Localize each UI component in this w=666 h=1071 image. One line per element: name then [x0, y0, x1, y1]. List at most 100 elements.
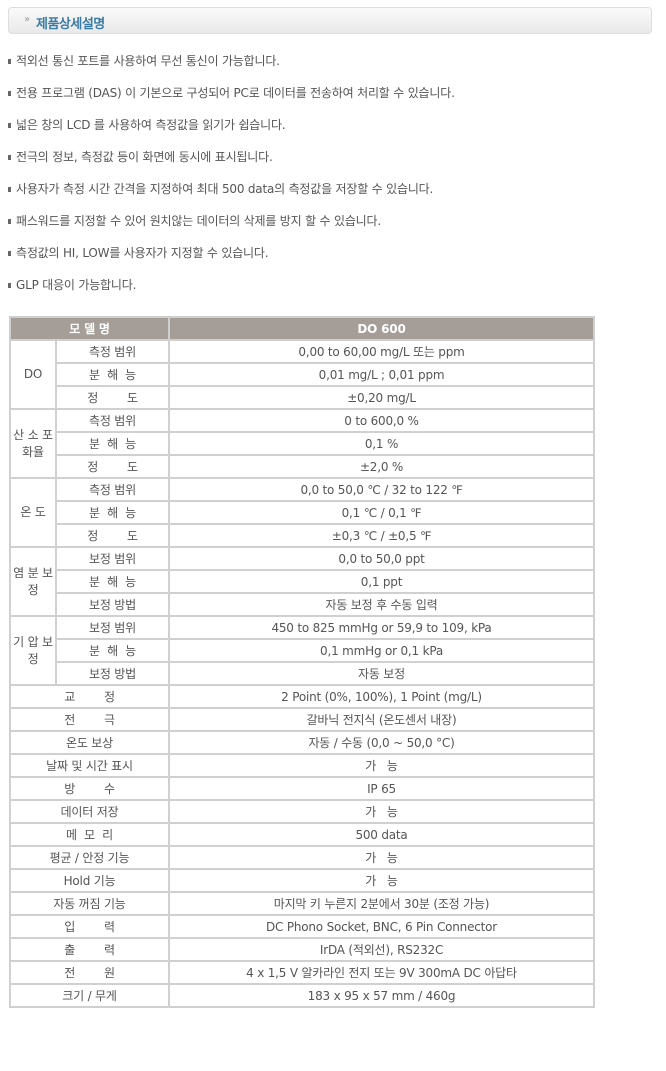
feature-item: 측정값의 HI, LOW를 사용자가 지정할 수 있습니다. — [8, 245, 455, 277]
bullet-icon — [8, 123, 11, 128]
header-model-value: DO 600 — [168, 316, 596, 341]
table-row: 정 도 ±0,3 ℃ / ±0,5 ℉ — [10, 523, 596, 548]
row-value: 4 x 1,5 V 알카라인 전지 또는 9V 300mA DC 아답타 — [168, 960, 596, 985]
row-value: 0,1 ppt — [168, 569, 596, 594]
row-value: 자동 보정 후 수동 입력 — [168, 592, 596, 617]
feature-text: 전극의 정보, 측정값 등이 화면에 동시에 표시됩니다. — [16, 150, 273, 164]
feature-text: 사용자가 측정 시간 간격을 지정하여 최대 500 data의 측정값을 저장… — [16, 182, 434, 196]
row-label: 온도 보상 — [8, 730, 171, 755]
row-value: ±2,0 % — [168, 454, 596, 479]
row-value: 2 Point (0%, 100%), 1 Point (mg/L) — [168, 684, 596, 709]
table-row: 보정 방법 자동 보정 후 수동 입력 — [10, 592, 596, 617]
row-value: 500 data — [168, 822, 596, 847]
table-row: 온도 보상 자동 / 수동 (0,0 ~ 50,0 °C) — [8, 730, 596, 755]
row-label: 크기 / 무게 — [8, 983, 171, 1008]
feature-text: 측정값의 HI, LOW를 사용자가 지정할 수 있습니다. — [16, 246, 269, 260]
row-value: 마지막 키 누른지 2분에서 30분 (조정 가능) — [168, 891, 596, 916]
section-header: » 제품상세설명 — [8, 7, 652, 34]
row-label: 입 력 — [8, 914, 171, 939]
feature-text: 패스워드를 지정할 수 있어 원치않는 데이터의 삭제를 방지 할 수 있습니다… — [16, 214, 381, 228]
table-row: 방 수 IP 65 — [8, 776, 596, 801]
feature-text: 넓은 창의 LCD 를 사용하여 측정값을 읽기가 쉽습니다. — [16, 118, 286, 132]
row-label: 보정 범위 — [54, 546, 171, 571]
table-row: 크기 / 무게 183 x 95 x 57 mm / 460g — [8, 983, 596, 1008]
row-label: 메 모 리 — [8, 822, 171, 847]
row-group-label: 기 압 보 정 — [9, 615, 57, 686]
table-row: 분 해 능 0,01 mg/L ; 0,01 ppm — [10, 362, 596, 387]
row-label: 보정 방법 — [54, 592, 171, 617]
row-group-label: 온 도 — [9, 477, 57, 548]
row-value: ±0,3 ℃ / ±0,5 ℉ — [168, 523, 596, 548]
row-label: 자동 꺼짐 기능 — [8, 891, 171, 916]
table-row: 분 해 능 0,1 ppt — [10, 569, 596, 594]
row-label: 분 해 능 — [54, 638, 171, 663]
row-value: 자동 / 수동 (0,0 ~ 50,0 °C) — [168, 730, 596, 755]
section-title: 제품상세설명 — [36, 17, 105, 32]
bullet-icon — [8, 91, 11, 96]
row-value: 가 능 — [168, 868, 596, 893]
feature-text: 적외선 통신 포트를 사용하여 무선 통신이 가능합니다. — [16, 54, 280, 68]
bullet-icon — [8, 283, 11, 288]
row-label: 분 해 능 — [54, 500, 171, 525]
table-row: DO 측정 범위 0,00 to 60,00 mg/L 또는 ppm — [9, 339, 596, 410]
table-row: 분 해 능 0,1 mmHg or 0,1 kPa — [10, 638, 596, 663]
bullet-icon — [8, 219, 11, 224]
spec-table: 모 델 명 DO 600 DO 측정 범위 0,00 to 60,00 mg/L 또… — [8, 316, 596, 1008]
table-row: 입 력 DC Phono Socket, BNC, 6 Pin Connector — [8, 914, 596, 939]
row-label: Hold 기능 — [8, 868, 171, 893]
row-label: 전 원 — [8, 960, 171, 985]
row-label: 측정 범위 — [54, 408, 171, 433]
row-value: 자동 보정 — [168, 661, 596, 686]
feature-item: 사용자가 측정 시간 간격을 지정하여 최대 500 data의 측정값을 저장… — [8, 181, 455, 213]
row-group-label: 산 소 포화율 — [9, 408, 57, 479]
row-label: 방 수 — [8, 776, 171, 801]
header-model-label: 모 델 명 — [8, 316, 171, 341]
feature-item: 전극의 정보, 측정값 등이 화면에 동시에 표시됩니다. — [8, 149, 455, 181]
table-row: 기 압 보 정 보정 범위 450 to 825 mmHg or 59,9 to 1… — [9, 615, 596, 686]
row-label: 날짜 및 시간 표시 — [8, 753, 171, 778]
row-label: 보정 범위 — [54, 615, 171, 640]
feature-item: 적외선 통신 포트를 사용하여 무선 통신이 가능합니다. — [8, 53, 455, 85]
table-row: 전 극 갈바닉 전지식 (온도센서 내장) — [8, 707, 596, 732]
table-row: Hold 기능 가 능 — [8, 868, 596, 893]
feature-text: GLP 대응이 가능합니다. — [16, 278, 137, 292]
row-label: 분 해 능 — [54, 569, 171, 594]
row-label: 분 해 능 — [54, 431, 171, 456]
table-row: 날짜 및 시간 표시 가 능 — [8, 753, 596, 778]
row-label: 정 도 — [54, 454, 171, 479]
bullet-icon — [8, 59, 11, 64]
row-label: 분 해 능 — [54, 362, 171, 387]
row-value: 183 x 95 x 57 mm / 460g — [168, 983, 596, 1008]
table-row: 메 모 리 500 data — [8, 822, 596, 847]
table-row: 산 소 포화율 측정 범위 0 to 600,0 % — [9, 408, 596, 479]
table-row: 염 분 보 정 보정 범위 0,0 to 50,0 ppt — [9, 546, 596, 617]
row-label: 평균 / 안정 기능 — [8, 845, 171, 870]
row-value: 가 능 — [168, 753, 596, 778]
table-row: 자동 꺼짐 기능 마지막 키 누른지 2분에서 30분 (조정 가능) — [8, 891, 596, 916]
row-value: 0 to 600,0 % — [168, 408, 596, 433]
row-value: 450 to 825 mmHg or 59,9 to 109, kPa — [168, 615, 596, 640]
bullet-icon — [8, 251, 11, 256]
row-label: 측정 범위 — [54, 477, 171, 502]
row-label: 전 극 — [8, 707, 171, 732]
row-label: 측정 범위 — [54, 339, 171, 364]
row-group-label: DO — [9, 339, 57, 410]
row-label: 출 력 — [8, 937, 171, 962]
table-header-row: 모 델 명 DO 600 — [8, 316, 596, 341]
row-label: 보정 방법 — [54, 661, 171, 686]
row-value: DC Phono Socket, BNC, 6 Pin Connector — [168, 914, 596, 939]
row-value: 0,1 ℃ / 0,1 ℉ — [168, 500, 596, 525]
row-value: ±0,20 mg/L — [168, 385, 596, 410]
bullet-icon — [8, 155, 11, 160]
row-value: 0,00 to 60,00 mg/L 또는 ppm — [168, 339, 596, 364]
row-value: 0,01 mg/L ; 0,01 ppm — [168, 362, 596, 387]
row-value: 0,0 to 50,0 ppt — [168, 546, 596, 571]
table-row: 보정 방법 자동 보정 — [10, 661, 596, 686]
row-label: 정 도 — [54, 523, 171, 548]
feature-item: GLP 대응이 가능합니다. — [8, 277, 455, 309]
row-value: 0,1 mmHg or 0,1 kPa — [168, 638, 596, 663]
table-row: 데이터 저장 가 능 — [8, 799, 596, 824]
table-row: 출 력 IrDA (적외선), RS232C — [8, 937, 596, 962]
